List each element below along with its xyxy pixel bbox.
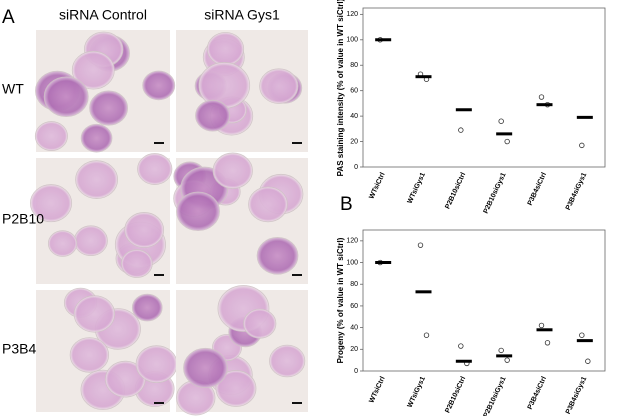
x-tick-label: P3B4siCtrl xyxy=(527,376,548,411)
data-point xyxy=(544,340,551,346)
cell xyxy=(142,70,176,101)
cell xyxy=(71,50,115,90)
cell xyxy=(135,345,178,384)
cell xyxy=(69,337,110,373)
y-tick-label: 20 xyxy=(350,346,358,353)
cell xyxy=(137,153,173,185)
cell xyxy=(120,249,153,278)
data-point xyxy=(458,127,464,133)
data-point xyxy=(579,332,585,338)
cell xyxy=(80,123,113,153)
scale-bar xyxy=(154,142,164,144)
y-tick-label: 0 xyxy=(354,368,358,375)
cell xyxy=(195,99,231,132)
y-tick-label: 80 xyxy=(350,62,358,69)
data-point xyxy=(458,343,464,349)
cell xyxy=(131,293,163,322)
data-point xyxy=(498,118,504,124)
x-tick-label: P3B4siCtrl xyxy=(527,172,548,207)
cell xyxy=(259,68,299,104)
cell xyxy=(75,160,119,199)
plot-frame xyxy=(362,7,606,168)
x-tick-label: P2B10siCtrl xyxy=(444,376,467,415)
x-tick-label: P3B4siGys1 xyxy=(565,172,588,212)
data-point xyxy=(498,347,504,354)
cell xyxy=(215,370,257,407)
cell xyxy=(269,344,306,378)
x-tick-label: P2B10siGys1 xyxy=(483,376,508,416)
data-point xyxy=(504,357,510,363)
x-tick-label: WTsiGys1 xyxy=(407,172,427,205)
y-axis-label: PAS staining intensity (% of value in WT… xyxy=(336,0,345,176)
row-label: P3B4 xyxy=(2,341,36,357)
panel-label: B xyxy=(340,194,353,215)
y-tick-label: 20 xyxy=(350,138,358,145)
x-tick-label: WTsiGys1 xyxy=(407,376,427,409)
cell xyxy=(243,308,277,339)
cell xyxy=(206,32,245,66)
y-tick-label: 80 xyxy=(350,281,358,288)
cell xyxy=(73,225,108,257)
y-tick-label: 40 xyxy=(350,113,358,120)
cell xyxy=(29,184,73,223)
y-tick-label: 0 xyxy=(354,164,358,171)
cell xyxy=(248,186,288,223)
x-tick-label: WTsiCtrl xyxy=(368,172,386,201)
y-tick-label: 100 xyxy=(346,259,358,266)
micrographs xyxy=(29,30,308,416)
cell xyxy=(73,295,116,333)
cell xyxy=(212,152,253,189)
scale-bar xyxy=(154,402,164,404)
data-point xyxy=(504,138,510,145)
y-tick-label: 60 xyxy=(350,88,358,95)
scale-bar xyxy=(154,274,164,276)
data-point xyxy=(538,94,545,100)
y-tick-label: 40 xyxy=(350,324,358,331)
x-tick-label: P2B10siCtrl xyxy=(444,172,467,211)
column-header: siRNA Gys1 xyxy=(204,7,280,23)
x-tick-label: P3B4siGys1 xyxy=(565,376,588,416)
scale-bar xyxy=(292,142,302,144)
y-tick-label: 60 xyxy=(350,303,358,310)
panel-label: A xyxy=(2,7,15,28)
data-point xyxy=(417,242,424,248)
y-axis-label: Progeny (% of value in WT siCtrl) xyxy=(336,237,345,363)
data-point xyxy=(585,358,591,364)
row-label: WT xyxy=(2,81,24,97)
data-point xyxy=(538,322,545,329)
y-tick-label: 120 xyxy=(346,238,358,245)
plot-frame xyxy=(362,229,606,372)
cell xyxy=(47,230,78,257)
x-tick-label: P2B10siGys1 xyxy=(483,172,508,215)
y-tick-label: 120 xyxy=(346,11,358,18)
cell xyxy=(124,212,165,248)
cell xyxy=(183,347,228,389)
row-label: P2B10 xyxy=(2,211,44,227)
cell xyxy=(176,191,220,232)
x-tick-label: WTsiCtrl xyxy=(368,376,386,405)
cell xyxy=(34,121,68,151)
column-header: siRNA Control xyxy=(59,7,147,23)
scale-bar xyxy=(292,402,302,404)
data-point xyxy=(579,142,585,149)
data-point xyxy=(423,332,430,338)
cell xyxy=(43,76,89,118)
y-tick-label: 100 xyxy=(346,37,358,44)
cell xyxy=(89,90,129,126)
cell xyxy=(256,237,299,275)
scale-bar xyxy=(292,274,302,276)
